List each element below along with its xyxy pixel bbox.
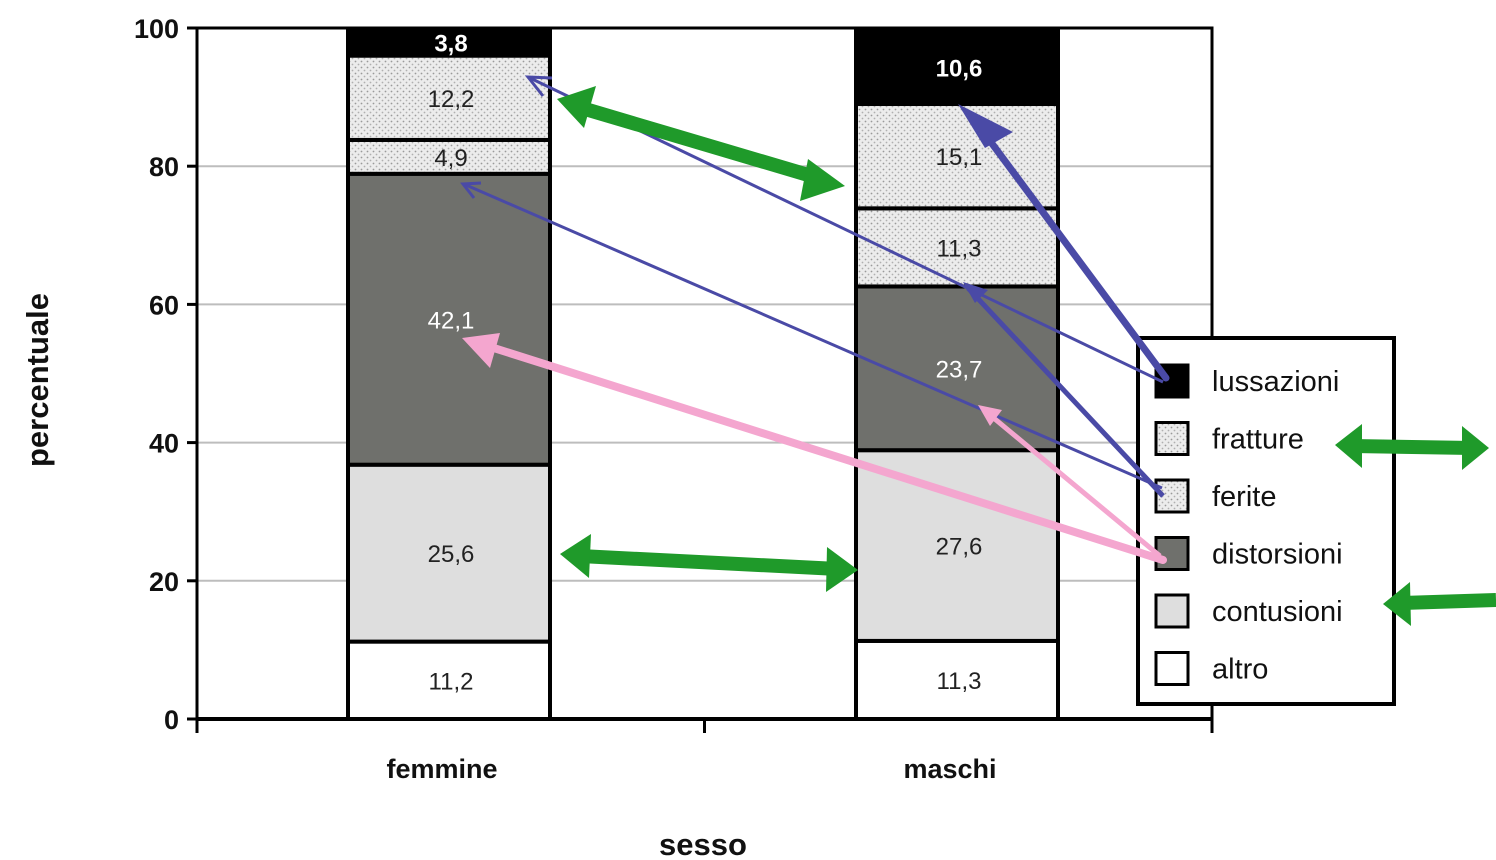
y-axis-title: percentuale (20, 293, 55, 467)
annotation-arrows (460, 75, 1496, 626)
green-arrowhead-legend-fratture-right (1462, 426, 1489, 470)
data-label-lussazioni-maschi: 10,6 (936, 55, 983, 82)
blue-arrowhead-lussazioni (958, 104, 1013, 148)
bar-segment-ferite-femmine (346, 137, 552, 176)
legend-label-altro: altro (1212, 654, 1268, 686)
y-tick-label: 60 (149, 290, 179, 320)
pink-arrowhead-distorsioni (462, 333, 500, 368)
legend-box (1136, 336, 1396, 706)
y-tick-labels: 0 20 40 60 80 100 (134, 14, 179, 735)
blue-arrow-lussazioni (969, 114, 1170, 382)
pink-arrow-distorsioni (474, 339, 1167, 564)
y-tick-label: 40 (149, 429, 179, 459)
blue-arrowhead-fratture (524, 75, 553, 97)
bar-segment-lussazioni-maschi (854, 28, 1060, 107)
green-arrow-contusioni (579, 549, 839, 576)
data-label-fratture-maschi: 15,1 (936, 144, 983, 171)
blue-arrow-ferite-2 (465, 183, 1163, 490)
bar-segment-lussazioni-femmine (346, 27, 552, 58)
blue-arrowhead-ferite (963, 282, 988, 303)
data-label-distorsioni-maschi: 23,7 (936, 356, 983, 383)
legend: lussazioni fratture ferite distorsioni contu… (1136, 336, 1396, 706)
data-label-contusioni-maschi: 27,6 (936, 534, 983, 561)
blue-arrow-ferite (966, 286, 1165, 498)
legend-swatch-altro (1154, 651, 1190, 686)
green-arrowhead-fratture-left (557, 86, 596, 128)
segment-labels: 11,2 25,6 42,1 4,9 12,2 3,8 11,3 27,6 23,7 11,3 15… (428, 31, 983, 696)
y-tick-label: 0 (164, 705, 179, 735)
blue-arrowhead-ferite-2 (460, 181, 482, 199)
legend-label-lussazioni: lussazioni (1212, 366, 1339, 398)
bar-segment-distorsioni-femmine (346, 171, 552, 467)
green-arrow-legend-fratture (1351, 439, 1473, 455)
legend-swatch-contusioni (1154, 593, 1190, 629)
legend-label-ferite: ferite (1212, 481, 1276, 513)
y-tick-label: 20 (149, 567, 179, 597)
data-label-altro-femmine: 11,2 (429, 668, 474, 695)
data-label-ferite-femmine: 4,9 (434, 145, 467, 172)
data-label-contusioni-femmine: 25,6 (428, 541, 475, 568)
x-tick-label-maschi: maschi (903, 754, 996, 784)
green-arrowhead-legend-contusioni (1383, 582, 1411, 626)
x-tick-label-femmine: femmine (386, 754, 497, 784)
bar-segment-altro-femmine (346, 639, 552, 721)
green-arrow-legend-contusioni (1401, 593, 1496, 610)
x-tick-labels: femmine maschi (386, 754, 996, 784)
data-label-altro-maschi: 11,3 (937, 668, 982, 695)
x-axis-title: sesso (659, 827, 747, 860)
pink-arrow-distorsioni-2 (982, 408, 1162, 558)
green-arrowhead-fratture-right (800, 159, 845, 201)
pink-arrowhead-distorsioni-2 (978, 405, 1002, 426)
y-tick-label: 100 (134, 14, 179, 44)
data-label-ferite-maschi: 11,3 (937, 235, 982, 262)
bar-segment-contusioni-femmine (346, 462, 552, 644)
data-label-distorsioni-femmine: 42,1 (428, 307, 475, 334)
legend-label-distorsioni: distorsioni (1212, 539, 1343, 571)
y-tick-label: 80 (149, 152, 179, 182)
green-arrowhead-contusioni-right (826, 547, 858, 592)
green-arrowhead-legend-fratture-left (1335, 424, 1362, 468)
legend-swatch-fratture (1154, 421, 1190, 456)
data-label-lussazioni-femmine: 3,8 (434, 31, 467, 58)
legend-label-fratture: fratture (1212, 424, 1304, 456)
legend-label-contusioni: contusioni (1212, 596, 1343, 628)
data-label-fratture-femmine: 12,2 (428, 86, 475, 113)
green-arrowhead-contusioni-left (560, 534, 591, 578)
green-arrow-fratture (573, 99, 827, 187)
